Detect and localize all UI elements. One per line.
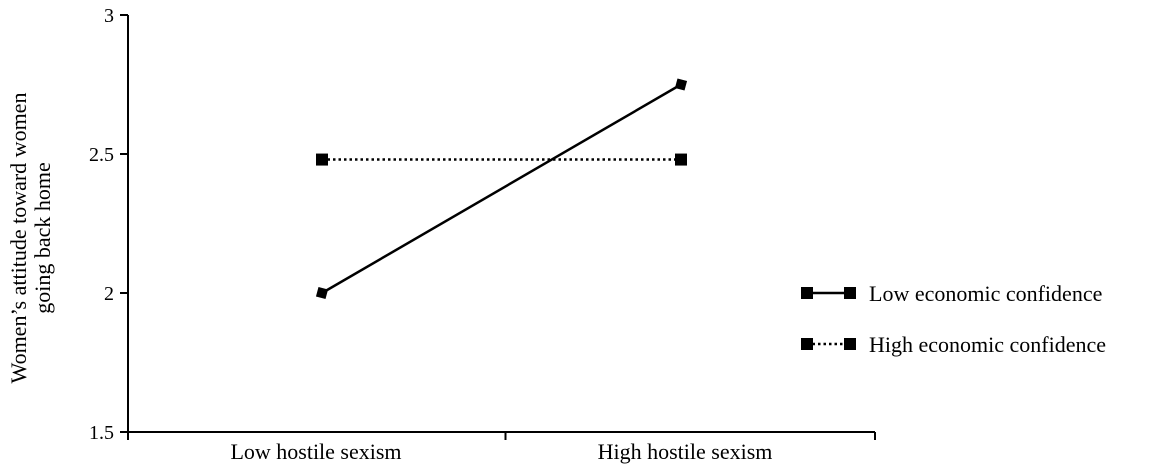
x-category-label: Low hostile sexism	[230, 439, 401, 464]
series-line	[321, 83, 682, 295]
legend: Low economic confidence High economic con…	[801, 281, 1106, 357]
legend-marker	[844, 338, 856, 350]
series-point-diamond	[315, 286, 329, 300]
y-axis-title-line-2: going back home	[30, 162, 55, 314]
series-point-diamond	[674, 78, 688, 91]
series-2	[316, 153, 687, 166]
y-tick-label: 3	[104, 5, 114, 27]
y-tick-label: 2.5	[89, 144, 114, 166]
y-tick-label: 1.5	[89, 422, 114, 444]
legend-marker	[801, 338, 813, 350]
legend-label: Low economic confidence	[869, 281, 1102, 306]
y-tick-label: 2	[104, 283, 114, 305]
y-axis-title: Women’s attitude toward women going back…	[6, 93, 55, 384]
legend-label: High economic confidence	[869, 332, 1106, 357]
axes: 1.5 2 2.5 3 Low hostile sexism High hostile s…	[89, 5, 876, 464]
y-axis-title-line-1: Women’s attitude toward women	[6, 93, 31, 384]
series-point-square	[675, 153, 687, 166]
legend-item-2: High economic confidence	[801, 332, 1106, 357]
series-point-square	[316, 153, 328, 166]
series-1	[315, 78, 688, 300]
legend-marker	[801, 287, 813, 299]
legend-marker	[844, 287, 856, 299]
x-category-label: High hostile sexism	[598, 439, 773, 464]
series-layer	[315, 78, 688, 300]
legend-item-1: Low economic confidence	[801, 281, 1102, 306]
